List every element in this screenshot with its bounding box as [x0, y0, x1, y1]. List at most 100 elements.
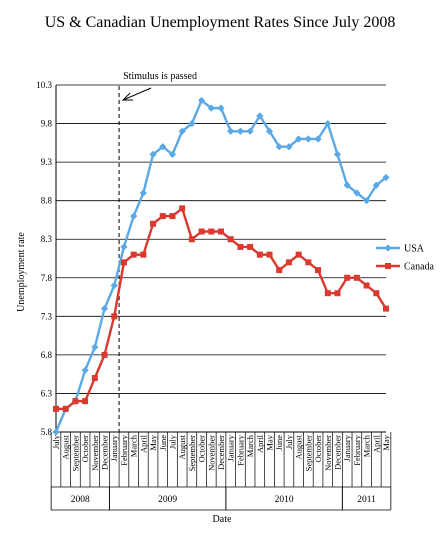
data-point — [140, 251, 147, 258]
data-point — [353, 274, 360, 281]
data-point — [363, 282, 370, 289]
data-point — [120, 259, 127, 266]
x-tick-label: February — [352, 434, 362, 465]
data-point — [256, 112, 264, 120]
x-tick-label: October — [80, 435, 90, 463]
y-tick-label: 6.8 — [41, 350, 53, 360]
data-point — [295, 135, 303, 143]
x-tick-label: September — [70, 435, 80, 472]
year-label: 2010 — [275, 495, 294, 505]
stimulus-arrow — [122, 87, 152, 101]
x-tick-label: July — [51, 434, 61, 449]
x-tick-label: June — [158, 435, 168, 451]
data-point — [266, 251, 273, 258]
x-tick-label: January — [109, 434, 119, 461]
y-tick-label: 10.3 — [36, 80, 52, 90]
data-point — [227, 127, 235, 135]
data-point — [101, 351, 108, 358]
data-point — [353, 189, 361, 197]
year-label: 2011 — [357, 495, 376, 505]
data-point — [130, 212, 138, 220]
x-tick-label: December — [332, 435, 342, 470]
data-point — [110, 281, 118, 290]
data-point — [188, 119, 196, 128]
data-point — [315, 267, 322, 274]
data-point — [382, 173, 390, 182]
series-layer — [52, 96, 390, 436]
grid-lines — [55, 84, 386, 433]
x-tick-label: November — [323, 435, 333, 471]
data-point — [236, 127, 245, 135]
x-axis-title: Date — [213, 514, 232, 525]
data-point — [265, 127, 274, 135]
x-tick-label: August — [61, 434, 71, 459]
legend-marker — [385, 263, 391, 269]
data-point — [91, 375, 98, 382]
data-point — [207, 104, 215, 112]
data-point — [82, 398, 89, 405]
data-point — [217, 104, 225, 112]
series-canada — [53, 205, 389, 412]
data-point — [227, 236, 234, 243]
data-point — [334, 290, 341, 297]
chart-title: US & Canadian Unemployment Rates Since J… — [45, 14, 396, 31]
y-tick-label: 5.8 — [41, 427, 53, 437]
y-tick-label: 7.8 — [41, 273, 53, 283]
y-tick-label: 8.3 — [41, 234, 53, 244]
x-tick-label: July — [167, 434, 177, 449]
data-point — [100, 305, 109, 313]
data-point — [285, 259, 292, 266]
x-tick-label: April — [138, 434, 148, 453]
year-label: 2009 — [158, 495, 177, 505]
data-point — [197, 96, 206, 105]
data-point — [188, 236, 195, 243]
legend-marker — [384, 244, 392, 252]
x-axis-categories: July August September October November Decemb… — [50, 432, 392, 511]
data-point — [237, 243, 244, 250]
data-point — [179, 205, 186, 212]
x-tick-label: May — [265, 434, 275, 450]
x-tick-label: January — [342, 434, 352, 461]
data-point — [53, 405, 59, 412]
x-tick-label: May — [381, 434, 391, 450]
data-point — [91, 343, 99, 351]
data-point — [247, 243, 254, 250]
x-tick-label: March — [129, 434, 139, 457]
data-point — [130, 251, 137, 258]
data-point — [373, 290, 380, 297]
x-tick-label: November — [90, 435, 100, 471]
data-point — [139, 189, 147, 197]
x-tick-label: November — [206, 435, 216, 471]
data-point — [111, 313, 118, 320]
data-point — [150, 220, 157, 227]
data-point — [324, 119, 332, 128]
x-tick-label: December — [216, 435, 226, 470]
data-point — [218, 228, 224, 235]
data-point — [198, 228, 205, 235]
data-point — [324, 290, 331, 297]
y-axis-title: Unemployment rate — [16, 232, 27, 312]
y-tick-label: 8.8 — [41, 196, 53, 206]
y-tick-label: 9.8 — [41, 119, 53, 129]
year-label: 2008 — [71, 495, 90, 505]
x-tick-label: January — [226, 434, 236, 461]
data-point — [362, 197, 371, 205]
data-point — [333, 150, 342, 158]
legend-label: USA — [404, 244, 425, 255]
x-tick-label: July — [284, 434, 294, 449]
y-tick-label: 6.3 — [41, 388, 53, 398]
data-point — [81, 366, 89, 374]
x-tick-label: August — [177, 434, 187, 459]
data-point — [304, 135, 312, 143]
data-point — [178, 127, 186, 135]
x-tick-label: December — [100, 435, 110, 470]
y-tick-labels: 5.8 6.3 6.8 7.3 7.8 8.3 8.8 9.3 9.8 10.3 — [36, 80, 52, 437]
data-point — [246, 127, 254, 135]
x-tick-label: May — [148, 434, 158, 450]
data-point — [120, 243, 128, 251]
data-point — [383, 305, 389, 312]
data-point — [344, 274, 351, 281]
x-tick-label: October — [313, 435, 323, 463]
